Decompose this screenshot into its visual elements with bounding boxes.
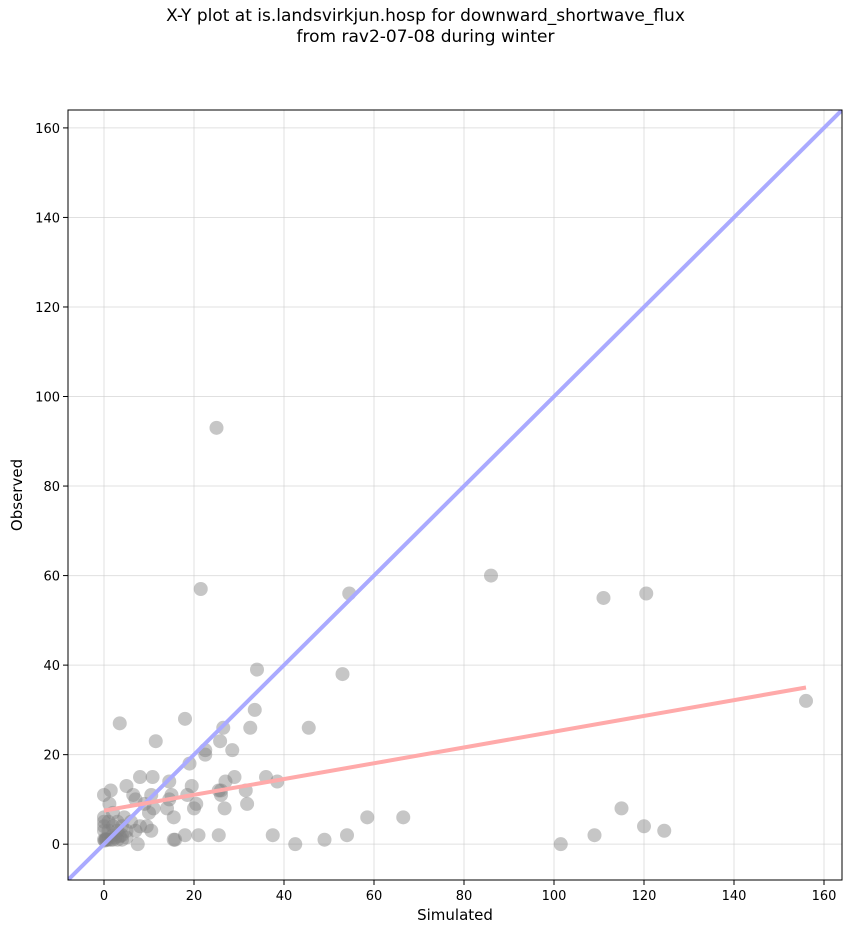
data-point	[139, 819, 154, 834]
data-point	[189, 796, 204, 811]
data-point	[168, 832, 183, 847]
data-point	[115, 832, 129, 847]
data-point	[145, 770, 160, 785]
data-point	[133, 770, 147, 785]
data-point	[209, 420, 224, 435]
y-tick-label: 60	[43, 570, 60, 585]
y-axis-ticks: 0 20 40 60 80 100 120 140 160	[35, 122, 68, 853]
data-point	[126, 787, 141, 802]
y-tick-label: 160	[35, 122, 60, 137]
data-point	[614, 801, 629, 816]
data-point	[301, 720, 316, 735]
data-point	[191, 828, 206, 843]
data-point	[335, 667, 350, 682]
y-tick-label: 140	[35, 211, 60, 226]
y-tick-label: 0	[52, 838, 60, 853]
x-axis-ticks: 0 20 40 60 80 100 120 140 160	[100, 880, 837, 904]
data-points	[97, 420, 813, 852]
data-point	[799, 693, 813, 708]
y-tick-label: 40	[43, 659, 60, 674]
data-point	[128, 823, 143, 838]
data-point	[247, 702, 262, 717]
x-tick-label: 100	[542, 889, 567, 904]
x-tick-label: 40	[276, 889, 293, 904]
data-point	[484, 568, 498, 583]
data-point	[187, 801, 201, 816]
chart-title-line-2: from rav2-07-08 during winter	[296, 27, 555, 47]
data-point	[240, 796, 255, 811]
data-point	[340, 828, 354, 843]
chart-title: X-Y plot at is.landsvirkjun.hosp for dow…	[0, 6, 851, 48]
data-point	[553, 837, 568, 852]
x-tick-label: 120	[632, 889, 657, 904]
data-point	[97, 787, 111, 802]
data-point	[133, 819, 147, 834]
data-point	[360, 810, 375, 825]
data-point	[198, 747, 213, 762]
x-tick-label: 0	[100, 889, 108, 904]
y-tick-label: 80	[43, 480, 60, 495]
data-point	[146, 801, 161, 816]
data-point	[97, 814, 111, 829]
x-tick-label: 80	[456, 889, 473, 904]
data-point	[178, 711, 192, 726]
data-point	[227, 770, 242, 785]
y-tick-label: 100	[35, 391, 60, 406]
data-point	[130, 837, 145, 852]
y-axis-label: Observed	[8, 459, 26, 531]
data-point	[178, 828, 192, 843]
data-point	[103, 783, 118, 798]
data-point	[288, 837, 303, 852]
data-point	[657, 823, 672, 838]
data-point	[639, 586, 654, 601]
data-point	[184, 778, 199, 793]
x-axis-label: Simulated	[417, 906, 493, 924]
data-point	[250, 662, 264, 677]
data-point	[243, 720, 258, 735]
data-point	[97, 819, 111, 834]
data-point	[225, 743, 240, 758]
x-tick-label: 160	[812, 889, 837, 904]
data-point	[99, 831, 114, 846]
data-point	[166, 810, 181, 825]
data-point	[213, 734, 228, 749]
plot-frame	[67, 109, 843, 881]
data-point	[112, 716, 127, 731]
chart-title-line-1: X-Y plot at is.landsvirkjun.hosp for dow…	[166, 6, 685, 26]
data-point	[317, 832, 332, 847]
regression-line	[103, 685, 807, 813]
one-to-one-line	[68, 110, 842, 880]
data-point	[218, 774, 233, 789]
data-point	[97, 823, 111, 838]
data-point	[142, 805, 156, 820]
y-tick-label: 120	[35, 301, 60, 316]
data-point	[119, 830, 134, 845]
data-point	[265, 828, 280, 843]
x-tick-label: 20	[186, 889, 203, 904]
data-point	[637, 819, 651, 834]
data-point	[396, 810, 411, 825]
x-tick-label: 140	[722, 889, 747, 904]
data-point	[587, 828, 602, 843]
data-point	[98, 832, 113, 847]
data-point	[166, 832, 181, 847]
y-tick-label: 20	[43, 749, 60, 764]
data-point	[101, 814, 116, 829]
data-point	[97, 810, 111, 825]
data-point	[193, 582, 208, 597]
x-tick-label: 60	[366, 889, 383, 904]
data-point	[217, 801, 232, 816]
reference-lines	[68, 110, 842, 880]
data-point	[119, 778, 134, 793]
data-point	[148, 734, 163, 749]
data-point	[160, 801, 174, 816]
grid-lines	[68, 110, 842, 880]
data-point	[211, 828, 226, 843]
data-point	[596, 590, 611, 605]
data-point	[144, 823, 159, 838]
